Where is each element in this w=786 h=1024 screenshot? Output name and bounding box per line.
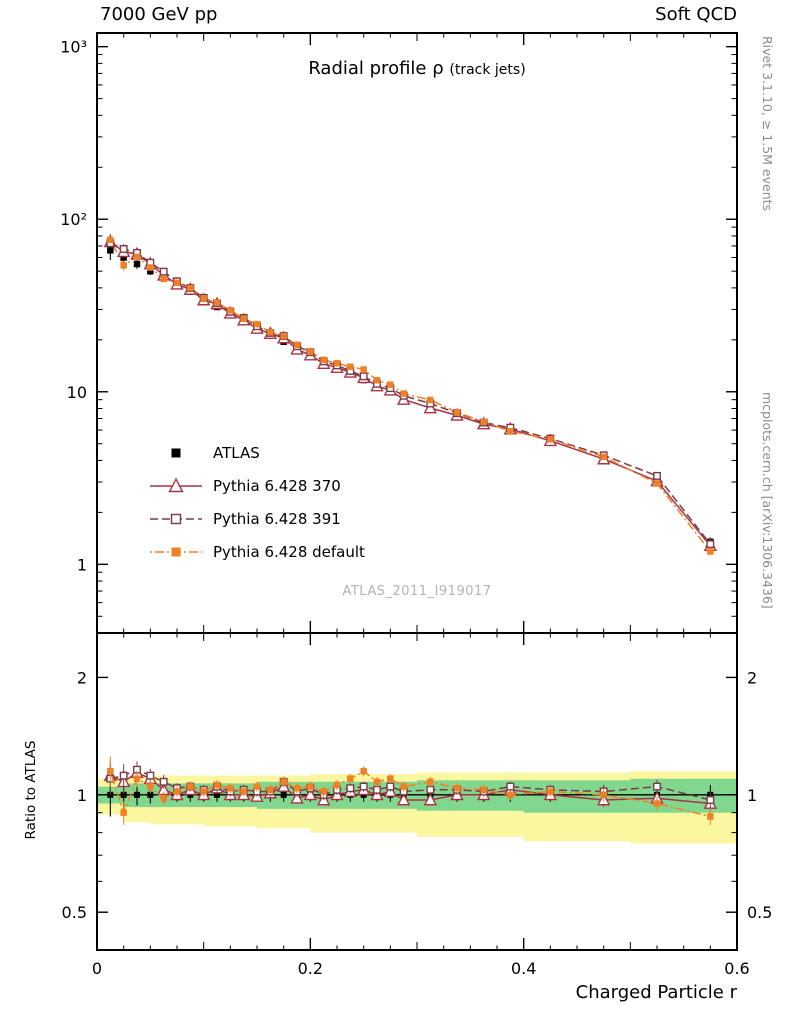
process-group-label: Soft QCD <box>655 4 737 25</box>
plot-title-main: Radial profile ρ <box>308 58 444 79</box>
svg-text:10³: 10³ <box>60 38 87 57</box>
legend-item: Pythia 6.428 default <box>148 535 365 568</box>
legend-item: ATLAS <box>148 436 365 469</box>
legend-sample-square-open <box>150 513 202 524</box>
svg-text:1: 1 <box>77 555 87 574</box>
beam-energy-label: 7000 GeV pp <box>100 4 218 25</box>
svg-text:2: 2 <box>747 668 757 687</box>
svg-text:0: 0 <box>92 959 102 978</box>
rivet-version-note: Rivet 3.1.10, ≥ 1.5M events <box>760 36 775 212</box>
svg-text:0.6: 0.6 <box>724 959 749 978</box>
svg-text:1: 1 <box>77 786 87 805</box>
plot-title: Radial profile ρ (track jets) <box>97 58 737 79</box>
legend-item: Pythia 6.428 370 <box>148 469 365 502</box>
legend-item: Pythia 6.428 391 <box>148 502 365 535</box>
legend-sample-square-filled <box>171 448 181 457</box>
svg-text:0.4: 0.4 <box>511 959 536 978</box>
legend-label: Pythia 6.428 370 <box>213 476 341 495</box>
svg-text:0.2: 0.2 <box>298 959 323 978</box>
svg-text:0.5: 0.5 <box>62 903 87 922</box>
legend-label: ATLAS <box>213 443 260 462</box>
mcplots-arxiv-note: mcplots.cern.ch [arXiv:1306.3436] <box>760 392 775 609</box>
x-axis-label: Charged Particle r <box>575 982 737 1003</box>
svg-text:1: 1 <box>747 786 757 805</box>
legend-label: Pythia 6.428 391 <box>213 509 341 528</box>
legend-label: Pythia 6.428 default <box>213 542 365 561</box>
svg-text:10: 10 <box>67 383 87 402</box>
svg-text:2: 2 <box>77 668 87 687</box>
analysis-watermark: ATLAS_2011_I919017 <box>342 584 492 599</box>
ratio-axis-label: Ratio to ATLAS <box>23 740 39 840</box>
plot-title-paren: (track jets) <box>449 62 526 78</box>
svg-text:10²: 10² <box>60 210 87 229</box>
legend-sample-triangle-open <box>150 476 202 492</box>
legend: ATLAS Pythia 6.428 370 Pythia 6.428 391 Pyt… <box>148 436 365 568</box>
svg-text:0.5: 0.5 <box>747 903 772 922</box>
legend-sample-square-filled <box>150 547 202 556</box>
